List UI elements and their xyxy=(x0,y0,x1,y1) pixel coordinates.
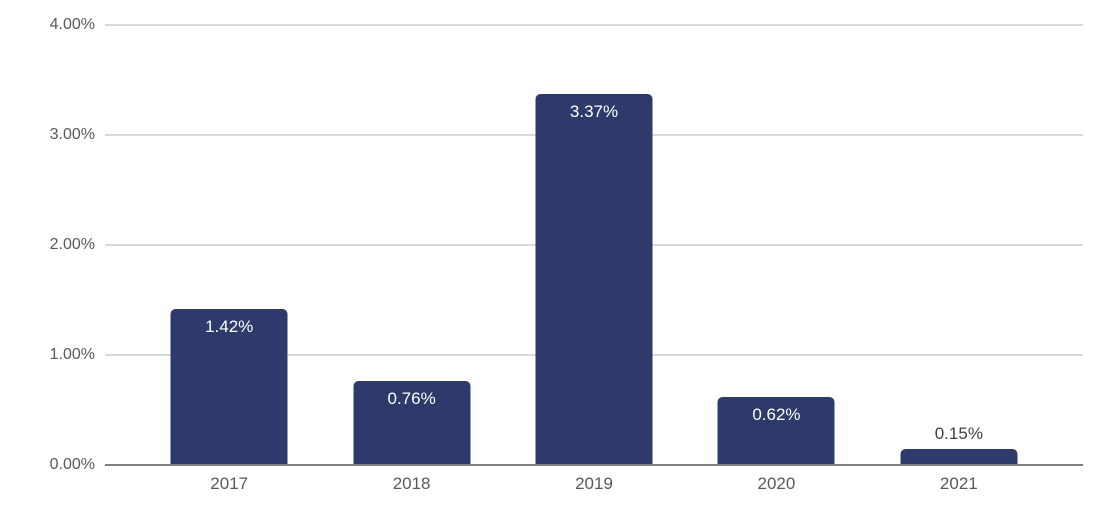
bar-value-label: 0.76% xyxy=(387,389,436,409)
bar-2019: 3.37% xyxy=(535,94,653,465)
x-axis-tick-label: 2021 xyxy=(939,474,978,493)
bar-value-label: 3.37% xyxy=(569,102,619,122)
x-axis: 2017 2018 2019 2020 2021 xyxy=(105,470,1083,498)
x-axis-tick-label: 2020 xyxy=(757,474,796,493)
bar-slot: 0.76% xyxy=(320,25,502,465)
bar-2018: 0.76% xyxy=(353,381,471,465)
y-axis-tick-label: 4.00% xyxy=(49,16,95,33)
y-axis-tick-label: 0.00% xyxy=(49,456,95,473)
bar-value-label: 0.62% xyxy=(752,404,801,424)
gridline xyxy=(105,24,1083,26)
bars-row: 1.42% 0.76% 3.37% 0.62% 0.15% xyxy=(138,25,1050,465)
y-axis-tick-label: 2.00% xyxy=(49,236,95,253)
bar-2021: 0.15% xyxy=(900,424,1018,465)
bar-slot: 0.15% xyxy=(868,25,1050,465)
bar-slot: 1.42% xyxy=(138,25,320,465)
bar-slot: 3.37% xyxy=(503,25,685,465)
y-axis-tick-label: 3.00% xyxy=(49,126,95,143)
bar-slot: 0.62% xyxy=(685,25,867,465)
x-axis-tick-label: 2017 xyxy=(210,474,249,493)
bar-value-label: 0.15% xyxy=(934,423,983,443)
plot-area: 1.42% 0.76% 3.37% 0.62% 0.15% xyxy=(105,24,1083,466)
bar-value-label: 1.42% xyxy=(205,316,254,336)
x-axis-tick-label: 2018 xyxy=(392,474,431,493)
bar-2020: 0.62% xyxy=(717,396,835,465)
bar-2017: 1.42% xyxy=(170,308,288,465)
x-axis-tick-label: 2019 xyxy=(575,474,613,493)
y-axis-tick-label: 1.00% xyxy=(49,346,95,363)
x-axis-line xyxy=(105,464,1083,466)
y-axis: 0.00% 1.00% 2.00% 3.00% 4.00% xyxy=(0,16,95,473)
